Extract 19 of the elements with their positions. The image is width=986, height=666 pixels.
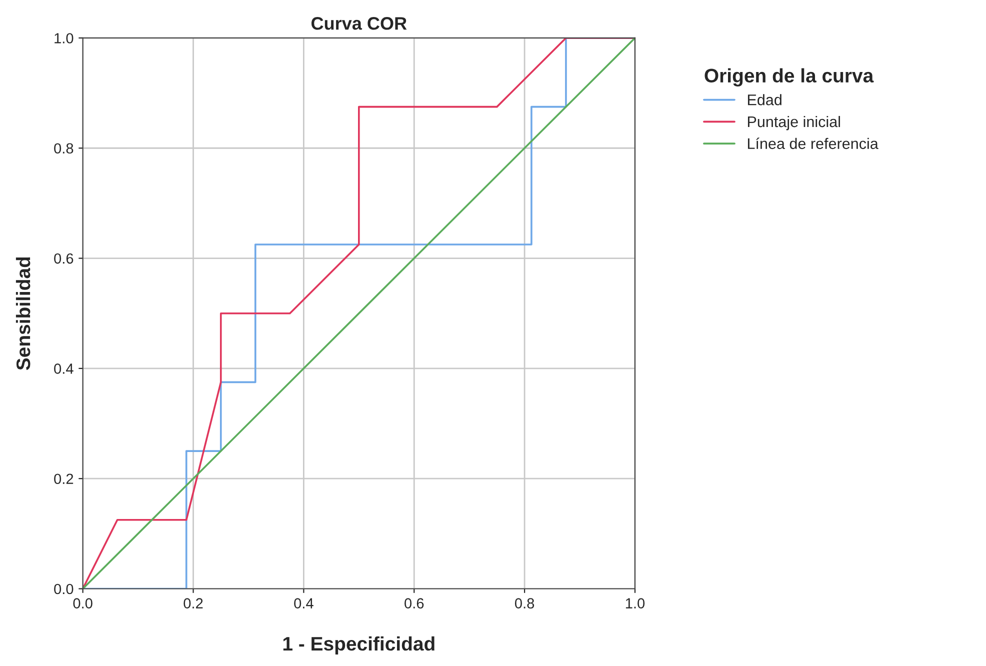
x-tick-label: 0.8: [514, 598, 534, 608]
x-tick-label: 1.0: [626, 598, 645, 608]
legend-label: Puntaje inicial: [748, 116, 840, 130]
x-tick-label: 0.0: [73, 598, 92, 608]
legend-label: Edad: [748, 94, 782, 106]
x-axis-title: 1 - Especificidad: [283, 636, 434, 654]
legend-title: Origen de la curva: [704, 68, 874, 86]
x-tick-label: 0.4: [294, 598, 314, 608]
x-tick-label: 0.2: [184, 598, 203, 608]
y-tick-label: 0.0: [54, 584, 74, 594]
y-tick-label: 0.8: [54, 143, 74, 154]
x-tick-label: 0.6: [404, 598, 424, 608]
legend-label: Línea de referencia: [748, 138, 878, 150]
chart-title: Curva COR: [311, 17, 407, 30]
y-tick-label: 1.0: [54, 33, 74, 44]
y-tick-label: 0.6: [54, 253, 74, 264]
y-axis-title: Sensibilidad: [16, 257, 30, 370]
y-tick-label: 0.4: [54, 364, 74, 374]
y-tick-label: 0.2: [54, 474, 74, 484]
